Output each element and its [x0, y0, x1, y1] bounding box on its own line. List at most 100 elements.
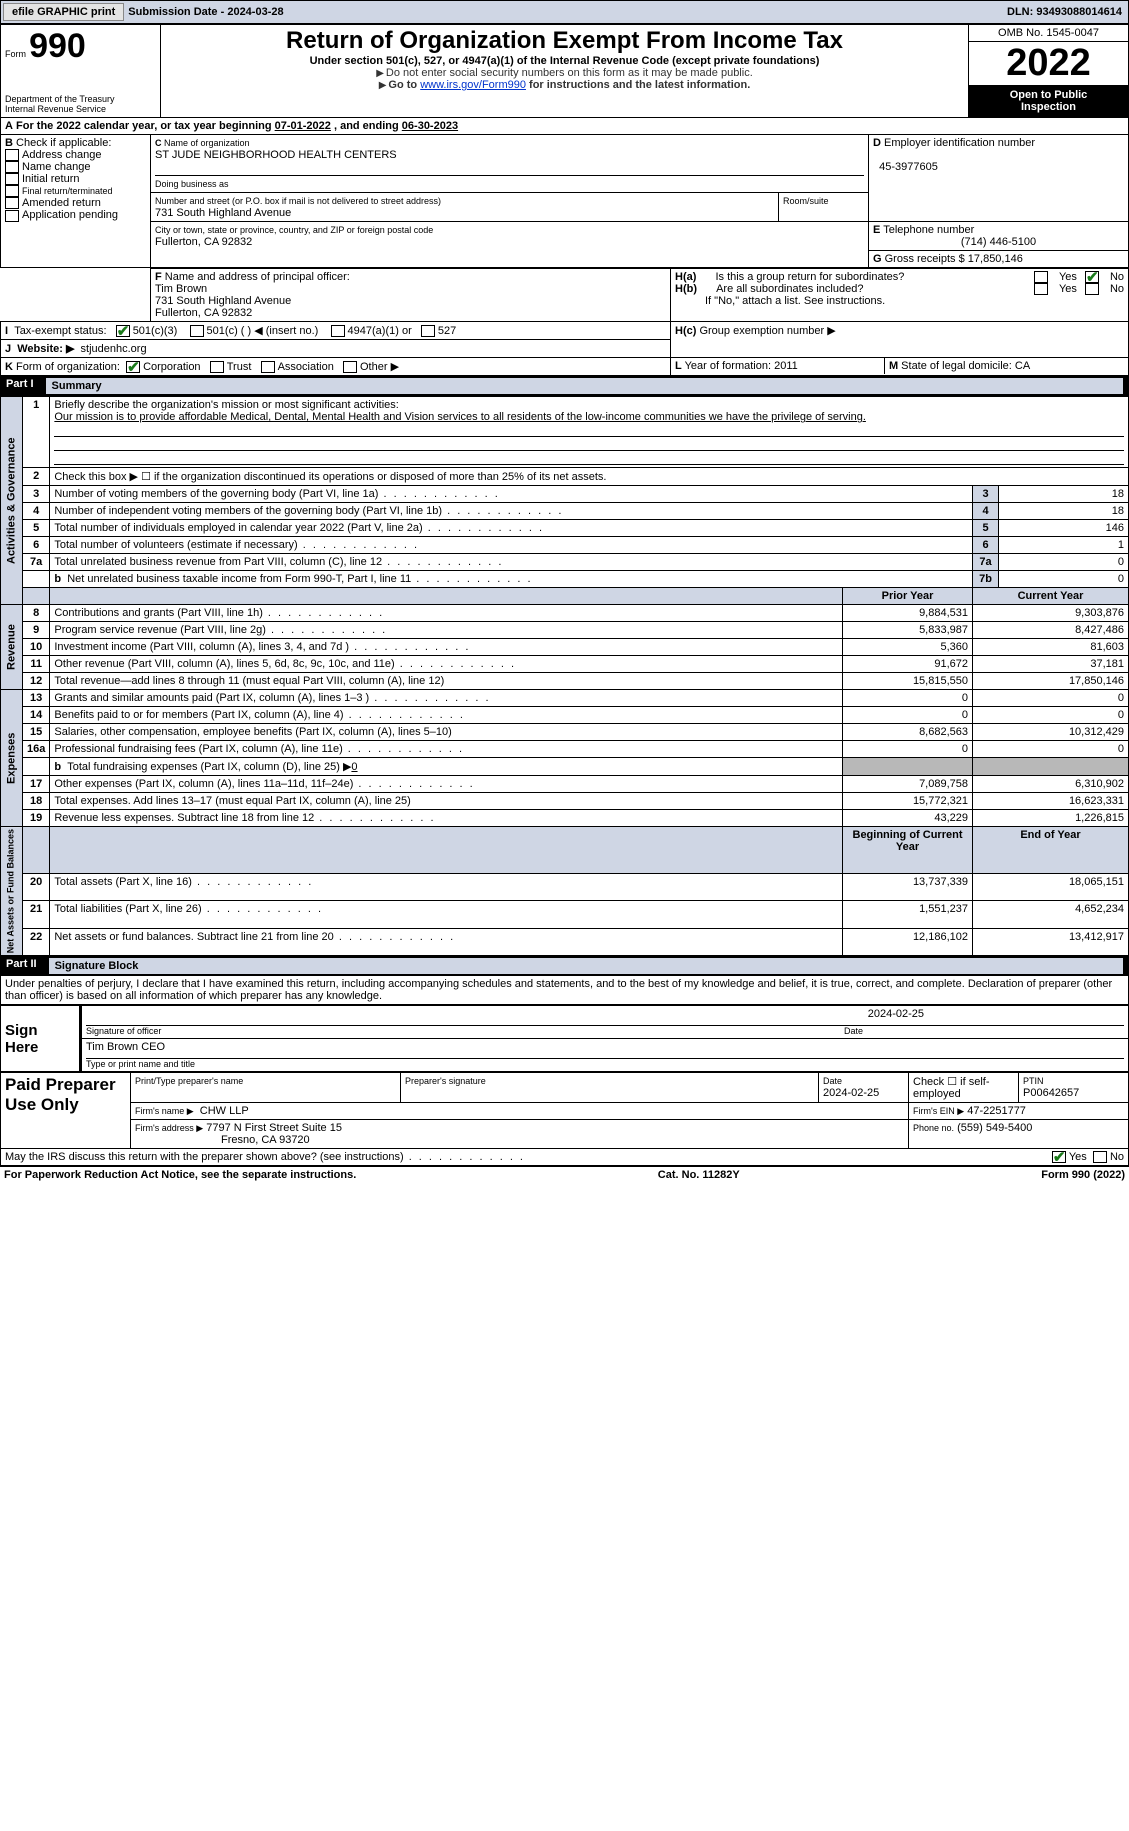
l3-val: 18 — [999, 486, 1129, 503]
side-revenue: Revenue — [1, 605, 23, 690]
ein-label: Employer identification number — [884, 137, 1035, 149]
irs-link[interactable]: www.irs.gov/Form990 — [420, 79, 526, 91]
l8-cy: 9,303,876 — [973, 605, 1129, 622]
l8: Contributions and grants (Part VIII, lin… — [50, 605, 843, 622]
type-name-label: Type or print name and title — [86, 1059, 1124, 1069]
tax-status-label: Tax-exempt status: — [14, 325, 106, 337]
omb-number: OMB No. 1545-0047 — [969, 25, 1128, 42]
check-trust[interactable] — [210, 361, 224, 373]
city-label: City or town, state or province, country… — [155, 225, 433, 235]
l11: Other revenue (Part VIII, column (A), li… — [50, 656, 843, 673]
check-527[interactable] — [421, 325, 435, 337]
formation-year: 2011 — [774, 360, 798, 372]
l11-py: 91,672 — [843, 656, 973, 673]
l22-cy: 13,412,917 — [973, 928, 1129, 955]
efile-print-button[interactable]: efile GRAPHIC print — [3, 3, 124, 21]
top-toolbar: efile GRAPHIC print Submission Date - 20… — [0, 0, 1129, 24]
discuss-yes[interactable] — [1052, 1151, 1066, 1163]
l15: Salaries, other compensation, employee b… — [50, 724, 843, 741]
side-net-assets: Net Assets or Fund Balances — [1, 827, 23, 956]
l21-py: 1,551,237 — [843, 901, 973, 928]
l9: Program service revenue (Part VIII, line… — [50, 622, 843, 639]
part1-table: Activities & Governance 1 Briefly descri… — [0, 396, 1129, 956]
footer-left: For Paperwork Reduction Act Notice, see … — [4, 1169, 356, 1181]
form-title: Return of Organization Exempt From Incom… — [165, 27, 964, 55]
firm-ein: 47-2251777 — [967, 1105, 1026, 1117]
form-number: 990 — [29, 27, 86, 65]
officer-name: Tim Brown — [155, 283, 207, 295]
check-4947[interactable] — [331, 325, 345, 337]
discuss-no[interactable] — [1093, 1151, 1107, 1163]
check-501c3[interactable] — [116, 325, 130, 337]
check-501c[interactable] — [190, 325, 204, 337]
hb-yes[interactable] — [1034, 283, 1048, 295]
footer-mid: Cat. No. 11282Y — [658, 1169, 740, 1181]
check-address-change[interactable] — [5, 149, 19, 161]
sig-date-value: 2024-02-25 — [868, 1008, 1124, 1025]
l7b-val: 0 — [999, 571, 1129, 588]
l15-cy: 10,312,429 — [973, 724, 1129, 741]
phone-label: Telephone number — [883, 224, 974, 236]
firm-addr2: Fresno, CA 93720 — [135, 1134, 310, 1146]
l20-py: 13,737,339 — [843, 874, 973, 901]
l10: Investment income (Part VIII, column (A)… — [50, 639, 843, 656]
l17: Other expenses (Part IX, column (A), lin… — [50, 776, 843, 793]
irs-label: Internal Revenue Service — [5, 104, 156, 114]
discuss-row: May the IRS discuss this return with the… — [0, 1149, 1129, 1166]
l18-py: 15,772,321 — [843, 793, 973, 810]
form-org-label: Form of organization: — [16, 361, 120, 373]
l7a-val: 0 — [999, 554, 1129, 571]
phone-value: (714) 446-5100 — [873, 236, 1124, 248]
l16a-py: 0 — [843, 741, 973, 758]
l19-cy: 1,226,815 — [973, 810, 1129, 827]
dba-label: Doing business as — [155, 179, 229, 189]
city-value: Fullerton, CA 92832 — [155, 236, 252, 248]
l17-py: 7,089,758 — [843, 776, 973, 793]
check-initial-return[interactable] — [5, 173, 19, 185]
check-application-pending[interactable] — [5, 210, 19, 222]
l14-cy: 0 — [973, 707, 1129, 724]
l11-cy: 37,181 — [973, 656, 1129, 673]
f-h-block: F Name and address of principal officer:… — [0, 268, 1129, 376]
pp-sig-label: Preparer's signature — [405, 1076, 486, 1086]
ha-no[interactable] — [1085, 271, 1099, 283]
check-corp[interactable] — [126, 361, 140, 373]
firm-addr1: 7797 N First Street Suite 15 — [206, 1122, 342, 1134]
l2: Check this box ▶ ☐ if the organization d… — [50, 468, 1129, 486]
prior-year-header: Prior Year — [843, 588, 973, 605]
gross-receipts-value: 17,850,146 — [968, 253, 1023, 265]
current-year-header: Current Year — [973, 588, 1129, 605]
b-title: Check if applicable: — [16, 137, 111, 149]
check-assoc[interactable] — [261, 361, 275, 373]
l1-mission: Our mission is to provide affordable Med… — [54, 411, 866, 423]
l7b: b Net unrelated business taxable income … — [50, 571, 973, 588]
l3: Number of voting members of the governin… — [50, 486, 973, 503]
l9-cy: 8,427,486 — [973, 622, 1129, 639]
goto-note: Go to www.irs.gov/Form990 for instructio… — [165, 79, 964, 91]
hb-note: If "No," attach a list. See instructions… — [675, 295, 1124, 307]
perjury-declaration: Under penalties of perjury, I declare th… — [0, 976, 1129, 1005]
check-name-change[interactable] — [5, 161, 19, 173]
l15-py: 8,682,563 — [843, 724, 973, 741]
website-label: Website: ▶ — [17, 343, 74, 355]
website-value: stjudenhc.org — [81, 343, 147, 355]
l20: Total assets (Part X, line 16) — [50, 874, 843, 901]
l12: Total revenue—add lines 8 through 11 (mu… — [50, 673, 843, 690]
paid-preparer-label: Paid Preparer Use Only — [1, 1073, 131, 1149]
open-to-public: Open to PublicInspection — [969, 85, 1128, 117]
hb-label: Are all subordinates included? — [716, 283, 1026, 295]
firm-phone: (559) 549-5400 — [957, 1122, 1032, 1134]
ha-yes[interactable] — [1034, 271, 1048, 283]
hb-no[interactable] — [1085, 283, 1099, 295]
street-label: Number and street (or P.O. box if mail i… — [155, 196, 441, 206]
sign-here-label: Sign Here — [1, 1006, 81, 1072]
pp-date: 2024-02-25 — [823, 1087, 879, 1099]
l12-py: 15,815,550 — [843, 673, 973, 690]
check-final-return[interactable] — [5, 185, 19, 197]
check-other[interactable] — [343, 361, 357, 373]
l16b: b Total fundraising expenses (Part IX, c… — [50, 758, 843, 776]
part2-header: Part IISignature Block — [0, 956, 1129, 976]
room-label: Room/suite — [783, 196, 829, 206]
ssn-note: Do not enter social security numbers on … — [165, 67, 964, 79]
check-amended-return[interactable] — [5, 197, 19, 209]
